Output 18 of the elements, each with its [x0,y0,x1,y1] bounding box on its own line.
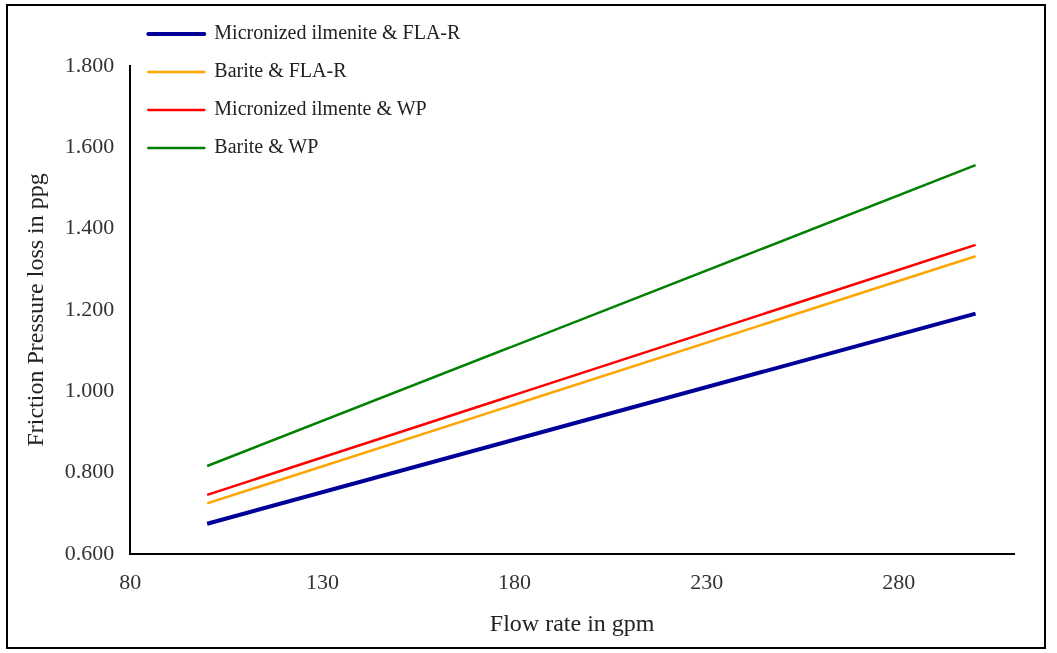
y-axis-title: Friction Pressure loss in ppg [21,173,48,447]
legend-label: Barite & WP [214,135,319,158]
y-tick-label: 0.600 [64,539,115,565]
x-tick-label: 230 [690,568,724,594]
y-tick-label: 1.800 [64,51,115,77]
x-tick-label: 280 [882,568,916,594]
legend-label: Micronized ilmente & WP [214,97,427,120]
legend-label: Micronized ilmenite & FLA-R [214,21,462,44]
x-tick-label: 80 [119,568,142,594]
legend-label: Barite & FLA-R [214,59,348,82]
x-tick-label: 180 [498,568,532,594]
y-tick-label: 1.400 [64,214,115,240]
x-tick-label: 130 [305,568,339,594]
y-tick-label: 1.600 [64,133,115,159]
y-tick-label: 0.800 [64,458,115,484]
y-tick-label: 1.000 [64,376,115,402]
x-axis-title: Flow rate in gpm [489,609,655,636]
y-tick-label: 1.200 [64,295,115,321]
